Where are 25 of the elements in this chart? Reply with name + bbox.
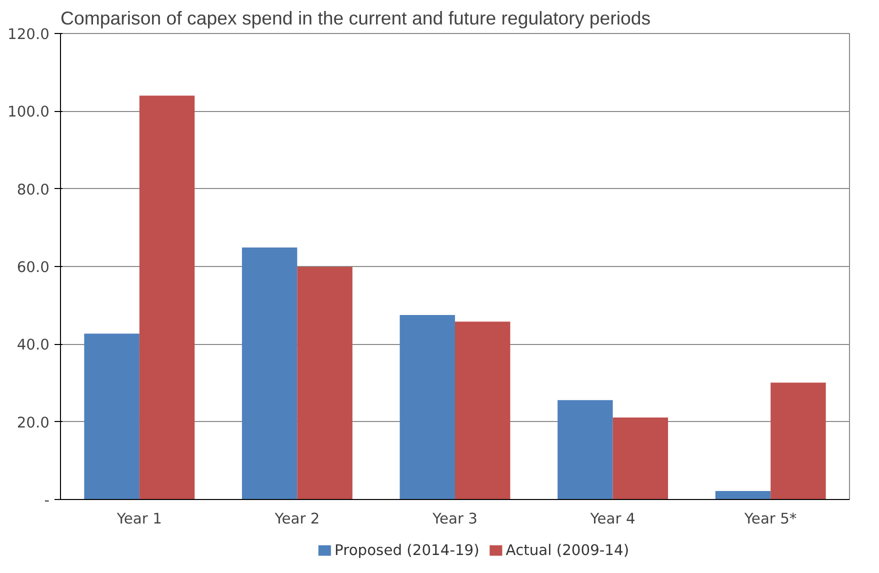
x-tick-label: Year 1 <box>116 510 162 528</box>
y-tick-label: 80.0 <box>16 181 50 198</box>
bar <box>242 247 298 500</box>
legend-label: Actual (2009-14) <box>506 542 630 559</box>
bar <box>297 266 352 500</box>
bar <box>612 418 668 500</box>
y-tick-label: 20.0 <box>16 414 50 432</box>
y-tick-label: - <box>44 492 50 509</box>
y-tick-label: 60.0 <box>16 259 50 276</box>
bar <box>84 334 140 500</box>
bar <box>400 315 455 500</box>
legend-label: Proposed (2014-19) <box>334 542 480 559</box>
bar <box>558 400 613 500</box>
y-tick-label: 40.0 <box>16 336 50 354</box>
chart-title: Comparison of capex spend in the current and future regulatory periods <box>60 8 651 28</box>
y-tick-label: 120.0 <box>8 26 50 43</box>
x-tick-label: Year 4 <box>589 510 636 528</box>
bar <box>770 382 826 500</box>
x-tick-label: Year 5* <box>743 510 797 528</box>
bar <box>715 490 771 500</box>
bar <box>455 322 510 500</box>
bar <box>139 96 195 500</box>
x-tick-label: Year 3 <box>431 510 478 528</box>
y-tick-label: 100.0 <box>8 104 50 121</box>
x-tick-label: Year 2 <box>274 510 320 528</box>
